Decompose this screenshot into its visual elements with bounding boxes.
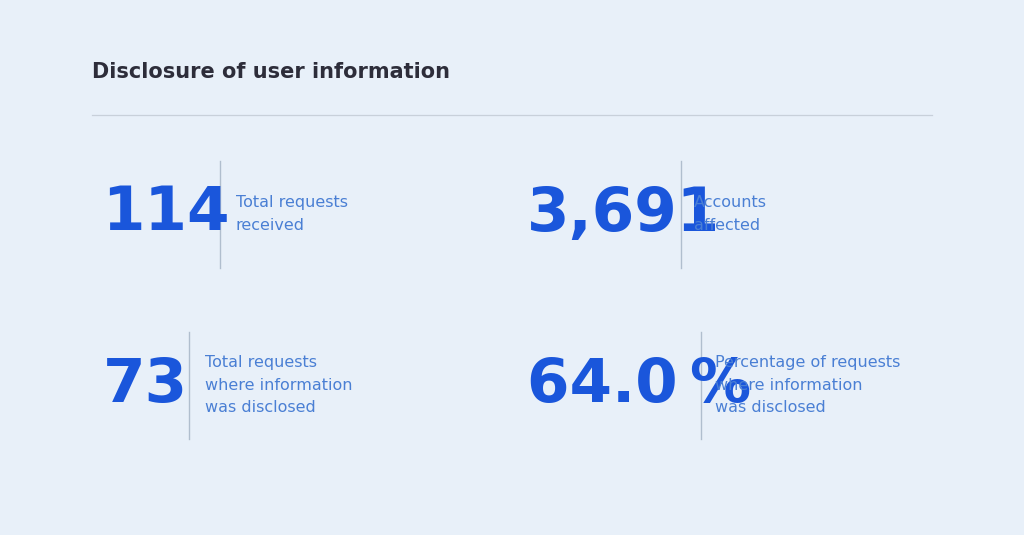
Text: 3,691: 3,691 <box>527 185 721 243</box>
Text: 114: 114 <box>102 185 230 243</box>
Text: Percentage of requests
where information
was disclosed: Percentage of requests where information… <box>715 355 900 415</box>
Text: Accounts
affected: Accounts affected <box>694 195 767 233</box>
Text: Total requests
where information
was disclosed: Total requests where information was dis… <box>205 355 352 415</box>
Text: 64.0 %: 64.0 % <box>527 356 752 415</box>
Text: 73: 73 <box>102 356 187 415</box>
Text: Disclosure of user information: Disclosure of user information <box>92 62 451 82</box>
Text: Total requests
received: Total requests received <box>236 195 347 233</box>
